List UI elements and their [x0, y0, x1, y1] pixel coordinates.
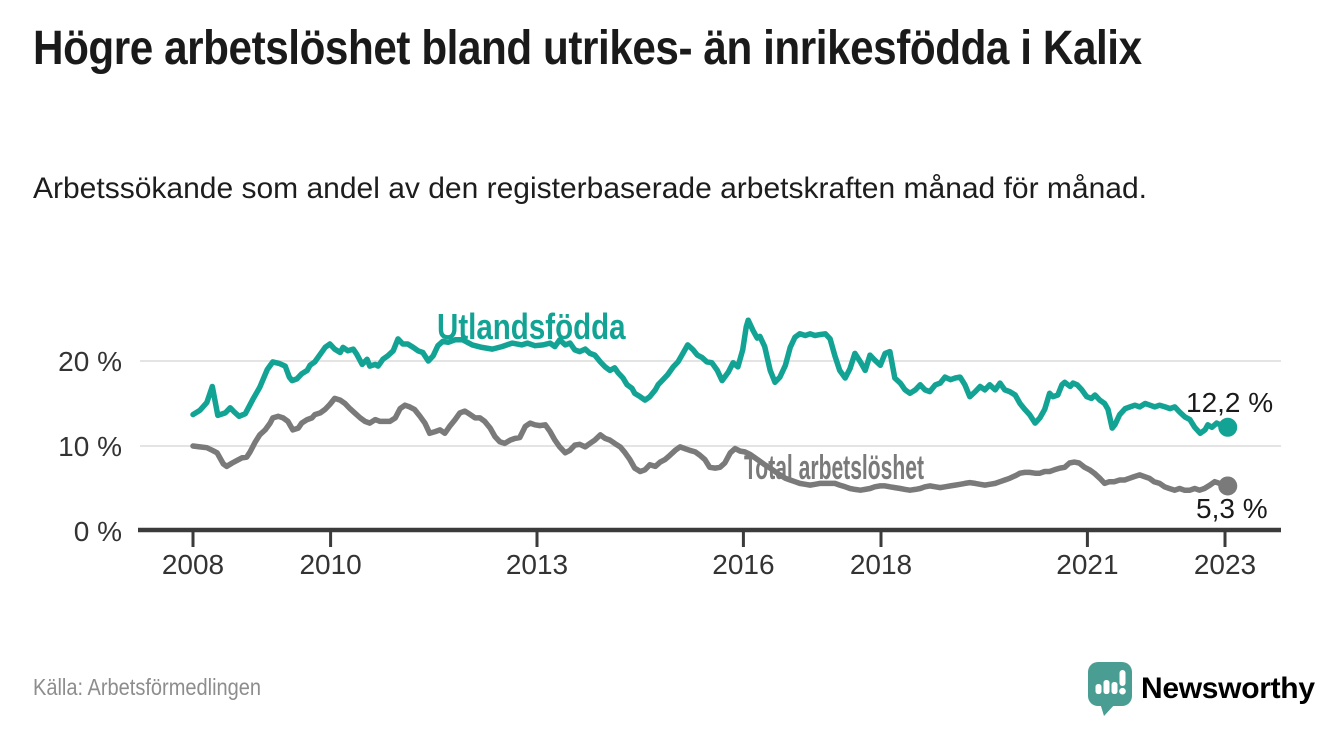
newsworthy-logo-icon: [1088, 662, 1132, 716]
chart-subtitle: Arbetssökande som andel av den registerb…: [33, 172, 1147, 205]
source-note: Källa: Arbetsförmedlingen: [33, 674, 262, 700]
x-tick-label-2016: 2016: [712, 549, 774, 580]
y-tick-label-0: 0 %: [74, 516, 122, 547]
x-tick-label-2018: 2018: [850, 549, 912, 580]
series-end-dot-0: [1218, 417, 1238, 437]
end-value-label-total: 5,3 %: [1196, 493, 1268, 524]
newsworthy-logo: Newsworthy: [1087, 661, 1315, 717]
series-end-dot-1: [1218, 476, 1238, 496]
series-label-total-arbetsloshet: Total arbetslöshet: [744, 449, 924, 487]
x-tick-label-2021: 2021: [1056, 549, 1118, 580]
series-line-1: [190, 395, 1231, 493]
x-tick-label-2013: 2013: [506, 549, 568, 580]
y-tick-label-10: 10 %: [58, 431, 122, 462]
y-tick-label-20: 20 %: [58, 346, 122, 377]
x-tick-label-2008: 2008: [162, 549, 224, 580]
x-tick-label-2010: 2010: [299, 549, 361, 580]
newsworthy-logo-text: Newsworthy: [1141, 672, 1315, 705]
page-title: Högre arbetslöshet bland utrikes- än inr…: [33, 22, 1142, 75]
series-line-0: [190, 317, 1231, 437]
end-value-label-utlandsfodda: 12,2 %: [1186, 387, 1274, 418]
series-label-utlandsfodda: Utlandsfödda: [437, 306, 626, 347]
x-tick-label-2023: 2023: [1194, 549, 1256, 580]
